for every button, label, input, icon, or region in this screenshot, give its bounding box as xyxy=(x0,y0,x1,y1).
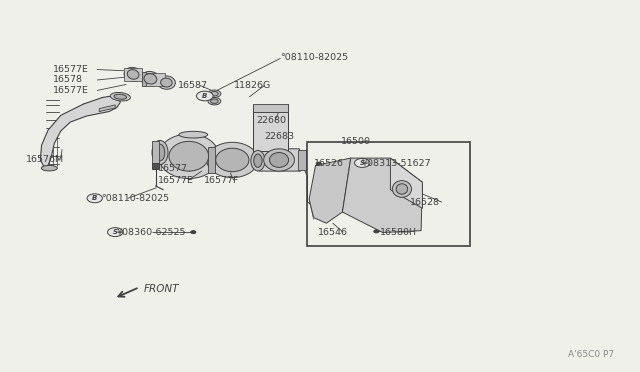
Ellipse shape xyxy=(392,180,412,197)
Ellipse shape xyxy=(157,76,175,89)
Text: A'65C0 P7: A'65C0 P7 xyxy=(568,350,614,359)
Text: S: S xyxy=(113,229,118,235)
Ellipse shape xyxy=(216,148,249,171)
Text: ¥08360-62525: ¥08360-62525 xyxy=(117,228,187,237)
Text: 16580H: 16580H xyxy=(380,228,417,237)
Text: 11826G: 11826G xyxy=(234,81,271,90)
Text: °08110-82025: °08110-82025 xyxy=(280,53,348,62)
Circle shape xyxy=(208,97,221,105)
Text: 16577E: 16577E xyxy=(158,176,194,185)
Ellipse shape xyxy=(155,144,165,161)
Text: 16577E: 16577E xyxy=(52,86,88,95)
Text: 16546: 16546 xyxy=(318,228,348,237)
Ellipse shape xyxy=(169,141,209,171)
Text: B: B xyxy=(92,195,97,201)
Circle shape xyxy=(374,230,379,233)
Text: S: S xyxy=(360,160,365,166)
Circle shape xyxy=(196,91,213,101)
Ellipse shape xyxy=(114,94,127,99)
Polygon shape xyxy=(298,150,306,170)
Polygon shape xyxy=(40,96,120,168)
Polygon shape xyxy=(342,158,422,232)
Polygon shape xyxy=(208,147,215,173)
Text: 16587: 16587 xyxy=(178,81,208,90)
Text: 22680: 22680 xyxy=(256,116,286,125)
Text: °08110-82025: °08110-82025 xyxy=(101,194,169,203)
Ellipse shape xyxy=(161,78,172,87)
Text: 16528: 16528 xyxy=(410,198,440,207)
Circle shape xyxy=(108,228,123,237)
Text: 16526: 16526 xyxy=(314,159,344,168)
Ellipse shape xyxy=(110,93,131,101)
Circle shape xyxy=(355,158,370,167)
Polygon shape xyxy=(253,104,288,112)
Bar xyxy=(307,142,470,246)
Text: ¥08313-51627: ¥08313-51627 xyxy=(362,159,431,168)
Circle shape xyxy=(316,162,321,165)
Polygon shape xyxy=(257,149,301,171)
Ellipse shape xyxy=(179,131,208,138)
Ellipse shape xyxy=(141,71,160,86)
Ellipse shape xyxy=(144,74,157,84)
Text: 22683: 22683 xyxy=(264,132,294,141)
Ellipse shape xyxy=(396,184,408,194)
Text: B: B xyxy=(202,93,207,99)
Ellipse shape xyxy=(127,70,139,79)
Polygon shape xyxy=(146,73,165,86)
Polygon shape xyxy=(309,158,351,223)
Ellipse shape xyxy=(207,142,258,177)
Polygon shape xyxy=(124,68,142,81)
Text: 16576M: 16576M xyxy=(26,155,64,164)
Circle shape xyxy=(87,194,102,203)
Text: FRONT: FRONT xyxy=(144,285,179,294)
Polygon shape xyxy=(152,141,159,164)
Ellipse shape xyxy=(158,134,219,179)
Text: 16500: 16500 xyxy=(341,137,371,146)
Circle shape xyxy=(211,92,218,96)
Text: 16577: 16577 xyxy=(158,164,188,173)
Ellipse shape xyxy=(264,149,294,171)
Ellipse shape xyxy=(124,67,142,81)
Circle shape xyxy=(211,99,218,103)
Circle shape xyxy=(208,90,221,97)
Ellipse shape xyxy=(152,140,168,164)
Text: 16577E: 16577E xyxy=(52,65,88,74)
Text: 16578: 16578 xyxy=(52,76,83,84)
Ellipse shape xyxy=(251,150,265,171)
Polygon shape xyxy=(253,112,288,151)
Ellipse shape xyxy=(41,165,58,171)
Polygon shape xyxy=(142,72,146,86)
Polygon shape xyxy=(152,163,159,169)
Ellipse shape xyxy=(254,154,262,167)
Polygon shape xyxy=(390,158,422,208)
Circle shape xyxy=(191,231,196,234)
Text: 16577F: 16577F xyxy=(204,176,239,185)
Polygon shape xyxy=(99,105,115,112)
Ellipse shape xyxy=(269,153,289,167)
